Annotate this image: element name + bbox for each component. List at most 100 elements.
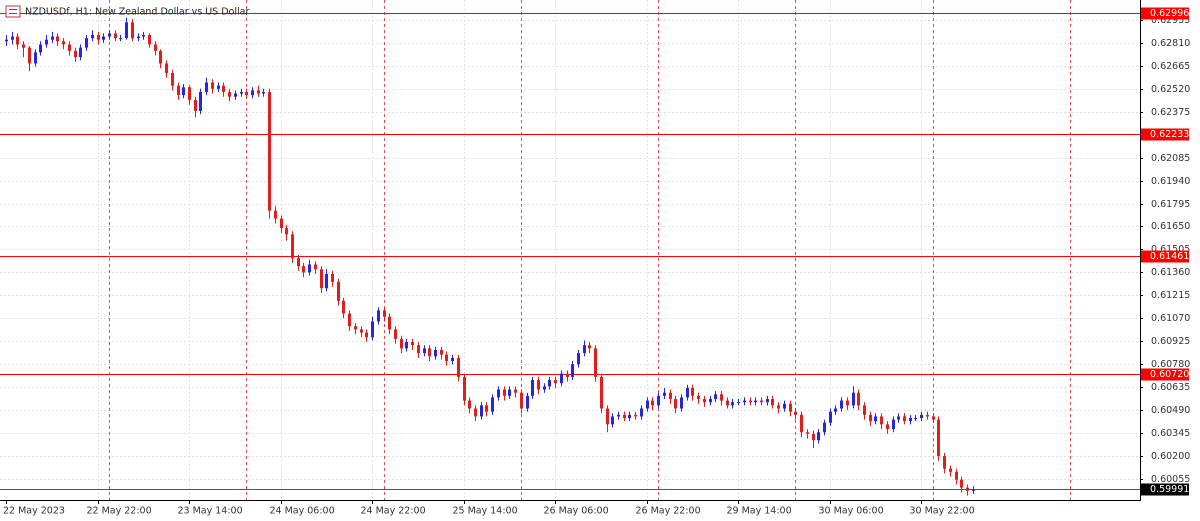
candle-body xyxy=(806,432,809,434)
candle-body xyxy=(394,329,397,339)
candle-body xyxy=(56,36,59,42)
x-tick-label: 25 May 14:00 xyxy=(453,506,518,517)
candle-body xyxy=(537,380,540,390)
candle-body xyxy=(62,41,65,45)
level-label-box xyxy=(1141,7,1189,20)
title-block: NZDUSDf, H1: New Zealand Dollar vs US Do… xyxy=(5,5,249,18)
candle-body xyxy=(777,405,780,409)
candle-body xyxy=(691,387,694,396)
candle-body xyxy=(548,380,551,387)
y-tick-label: 0.61650 xyxy=(1151,221,1190,232)
candle-body xyxy=(926,414,929,417)
candle-body xyxy=(714,394,717,400)
x-tick-label: 30 May 22:00 xyxy=(910,506,975,517)
candle-body xyxy=(291,234,294,259)
candle-body xyxy=(463,376,466,401)
candle-body xyxy=(520,392,523,409)
candle-body xyxy=(22,44,25,48)
candle-body xyxy=(491,397,494,412)
candle-body xyxy=(148,34,151,45)
y-tick-label: 0.60635 xyxy=(1151,382,1190,393)
x-tick-label: 22 May 22:00 xyxy=(87,506,152,517)
candle-body xyxy=(440,349,443,355)
candle-body xyxy=(897,416,900,420)
y-tick-label: 0.61795 xyxy=(1151,199,1190,210)
level-label-box xyxy=(1141,368,1189,381)
x-tick-label: 30 May 06:00 xyxy=(819,506,884,517)
candle-body xyxy=(508,389,511,396)
candle-body xyxy=(634,414,637,417)
candle-body xyxy=(400,338,403,349)
candle-body xyxy=(314,264,317,270)
candle-body xyxy=(760,400,763,403)
x-tick-label: 24 May 06:00 xyxy=(270,506,335,517)
last-price-box xyxy=(1141,483,1189,496)
candle-body xyxy=(543,386,546,390)
candle-body xyxy=(817,432,820,441)
candle-body xyxy=(154,44,157,51)
candle-body xyxy=(514,389,517,393)
candle-body xyxy=(503,389,506,396)
candle-body xyxy=(749,400,752,403)
candle-body xyxy=(566,373,569,377)
candle-body xyxy=(628,414,631,419)
candle-body xyxy=(606,408,609,425)
candle-body xyxy=(371,321,374,338)
candle-body xyxy=(834,408,837,412)
candle-body xyxy=(611,416,614,425)
candle-body xyxy=(45,39,48,45)
x-tick-label: 29 May 14:00 xyxy=(727,506,792,517)
candle-body xyxy=(337,281,340,301)
candle-body xyxy=(743,400,746,403)
candle-body xyxy=(526,395,529,409)
x-tick-label: 23 May 14:00 xyxy=(178,506,243,517)
candle-body xyxy=(731,402,734,406)
candle-body xyxy=(766,399,769,403)
candle-body xyxy=(114,33,117,39)
candle-body xyxy=(869,414,872,422)
candle-body xyxy=(909,418,912,422)
candle-body xyxy=(360,329,363,333)
x-tick-label: 26 May 06:00 xyxy=(544,506,609,517)
candle-body xyxy=(428,348,431,357)
y-tick-label: 0.62085 xyxy=(1151,153,1190,164)
candle-body xyxy=(674,399,677,409)
candle-body xyxy=(886,424,889,430)
candles xyxy=(5,17,975,496)
candle-body xyxy=(577,353,580,365)
candle-body xyxy=(583,345,586,354)
price-labels: 0.62996 0.62233 0.61461 0.60720 0.59991 xyxy=(1141,7,1189,496)
candle-body xyxy=(245,91,248,96)
candle-body xyxy=(16,36,19,45)
y-tick-label: 0.61215 xyxy=(1151,290,1190,301)
y-tick-label: 0.62810 xyxy=(1151,38,1190,49)
candle-body xyxy=(142,34,145,37)
candle-body xyxy=(812,433,815,441)
candle-body xyxy=(79,47,82,58)
candle-body xyxy=(663,392,666,396)
candle-body xyxy=(268,91,271,211)
candle-body xyxy=(405,342,408,349)
candle-body xyxy=(920,414,923,419)
candle-body xyxy=(297,258,300,267)
x-tick-label: 26 May 22:00 xyxy=(636,506,701,517)
candle-body xyxy=(125,22,128,39)
candle-body xyxy=(85,38,88,48)
candle-body xyxy=(903,416,906,422)
candle-body xyxy=(497,389,500,398)
candle-body xyxy=(474,408,477,417)
candle-body xyxy=(955,471,958,480)
candle-body xyxy=(388,316,391,330)
candle-body xyxy=(417,345,420,354)
candle-body xyxy=(709,399,712,403)
y-tick-label: 0.60490 xyxy=(1151,405,1190,416)
candle-body xyxy=(131,22,134,39)
candle-body xyxy=(285,228,288,235)
candle-body xyxy=(445,354,448,362)
candle-body xyxy=(846,400,849,406)
candle-body xyxy=(669,392,672,400)
candle-body xyxy=(280,218,283,229)
candle-body xyxy=(857,392,860,406)
